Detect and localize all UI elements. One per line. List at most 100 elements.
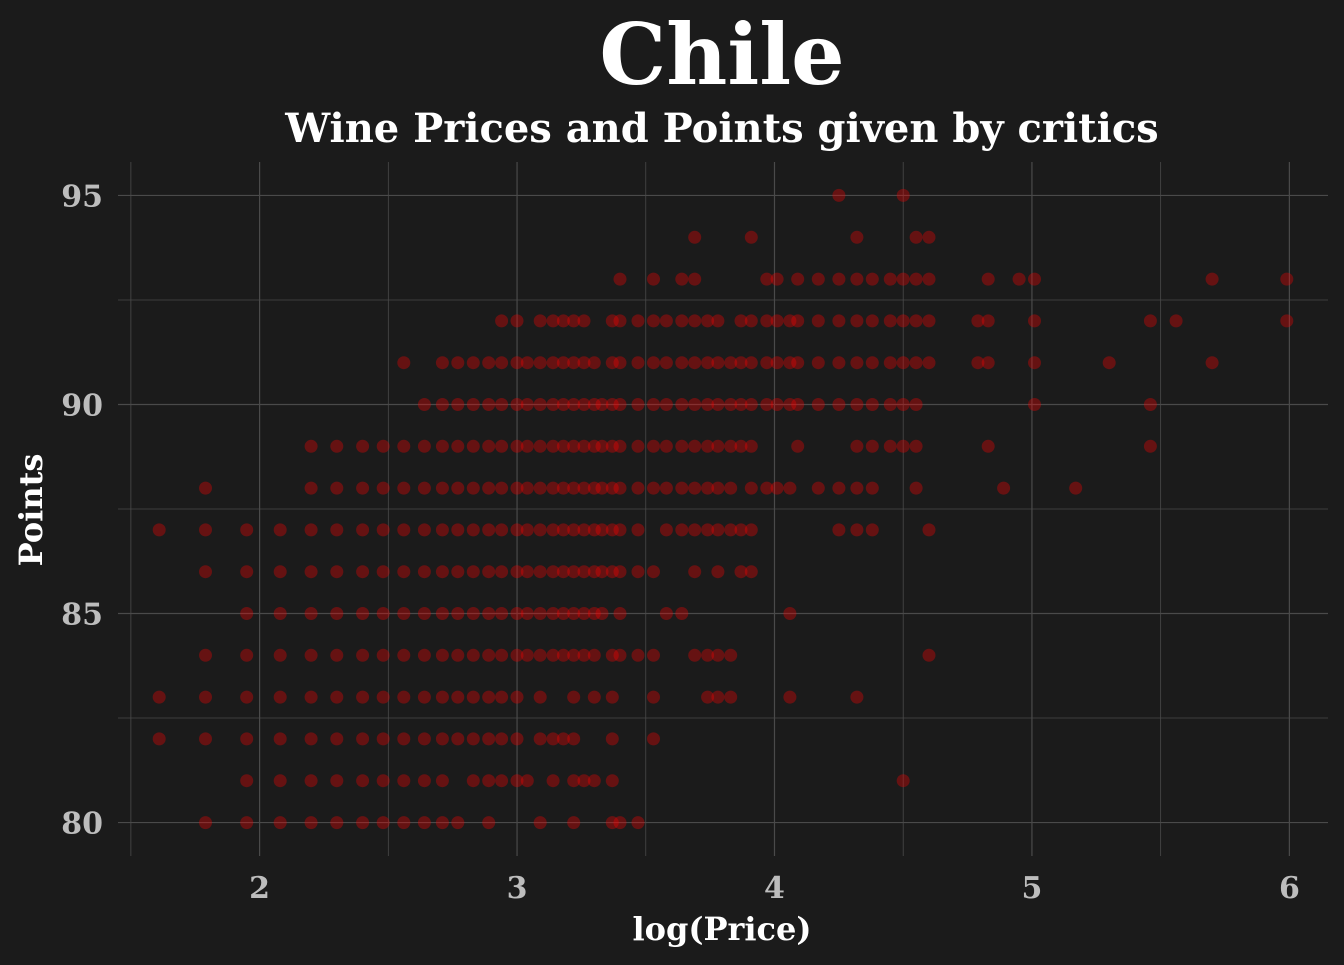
data-point <box>701 690 715 704</box>
data-point <box>451 690 465 704</box>
data-point <box>330 690 344 704</box>
data-point <box>397 439 411 453</box>
data-point <box>701 398 715 411</box>
data-point <box>273 732 287 746</box>
data-point <box>435 565 449 579</box>
data-point <box>605 398 619 411</box>
data-point <box>605 732 619 746</box>
data-point <box>647 690 660 704</box>
data-point <box>304 439 318 453</box>
data-point <box>356 607 370 620</box>
data-point <box>832 272 846 286</box>
data-point <box>466 523 480 537</box>
data-point <box>587 607 601 620</box>
data-point <box>631 565 645 579</box>
data-point <box>567 816 581 830</box>
data-point <box>273 648 287 662</box>
data-point <box>435 607 449 620</box>
data-point <box>770 314 784 328</box>
data-point <box>435 816 449 830</box>
data-point <box>922 648 936 662</box>
data-point <box>356 816 370 830</box>
data-point <box>240 648 254 662</box>
data-point <box>981 314 995 328</box>
data-point <box>1012 272 1026 286</box>
data-point <box>556 607 570 620</box>
data-point <box>451 439 465 453</box>
data-point <box>1205 356 1219 370</box>
data-point <box>850 314 864 328</box>
data-point <box>495 648 509 662</box>
data-point <box>199 565 212 579</box>
data-point <box>330 648 344 662</box>
data-point <box>567 774 581 788</box>
data-point <box>533 565 547 579</box>
data-point <box>376 439 390 453</box>
data-point <box>577 523 591 537</box>
data-point <box>760 481 774 495</box>
data-point <box>376 816 390 830</box>
data-point <box>605 314 619 328</box>
data-point <box>482 565 496 579</box>
data-point <box>556 398 570 411</box>
data-point <box>510 648 524 662</box>
data-point <box>1280 272 1294 286</box>
data-point <box>1102 356 1116 370</box>
data-point <box>865 314 879 328</box>
data-point <box>832 314 846 328</box>
data-point <box>356 523 370 537</box>
data-point <box>659 398 673 411</box>
data-point <box>567 439 581 453</box>
data-point <box>567 565 581 579</box>
data-point <box>482 481 496 495</box>
data-point <box>613 314 627 328</box>
data-point <box>567 690 581 704</box>
data-point <box>304 565 318 579</box>
data-point <box>546 481 560 495</box>
data-point <box>546 439 560 453</box>
data-point <box>520 774 534 788</box>
data-point <box>152 732 166 746</box>
data-point <box>435 398 449 411</box>
data-point <box>199 732 212 746</box>
data-point <box>435 648 449 662</box>
data-point <box>587 523 601 537</box>
data-point <box>567 314 581 328</box>
data-point <box>613 565 627 579</box>
data-point <box>397 565 411 579</box>
x-tick-label: 3 <box>507 871 528 906</box>
data-point <box>883 439 897 453</box>
data-point <box>675 439 689 453</box>
y-tick-label: 85 <box>61 598 103 633</box>
data-point <box>1028 356 1041 370</box>
data-point <box>701 648 715 662</box>
data-point <box>896 398 910 411</box>
data-point <box>595 439 609 453</box>
data-point <box>199 481 212 495</box>
data-point <box>701 439 715 453</box>
data-point <box>850 523 864 537</box>
data-point <box>734 523 748 537</box>
data-point <box>495 607 509 620</box>
data-point <box>896 272 910 286</box>
data-point <box>688 398 702 411</box>
data-point <box>760 314 774 328</box>
data-point <box>832 481 846 495</box>
data-point <box>811 272 825 286</box>
data-point <box>451 816 465 830</box>
data-point <box>510 607 524 620</box>
data-point <box>533 648 547 662</box>
data-point <box>850 439 864 453</box>
data-point <box>744 481 758 495</box>
data-point <box>631 523 645 537</box>
x-tick-label: 4 <box>764 871 785 906</box>
data-point <box>865 272 879 286</box>
data-point <box>330 439 344 453</box>
data-point <box>595 523 609 537</box>
data-point <box>595 565 609 579</box>
data-point <box>832 188 846 202</box>
data-point <box>688 439 702 453</box>
data-point <box>510 523 524 537</box>
data-point <box>567 523 581 537</box>
